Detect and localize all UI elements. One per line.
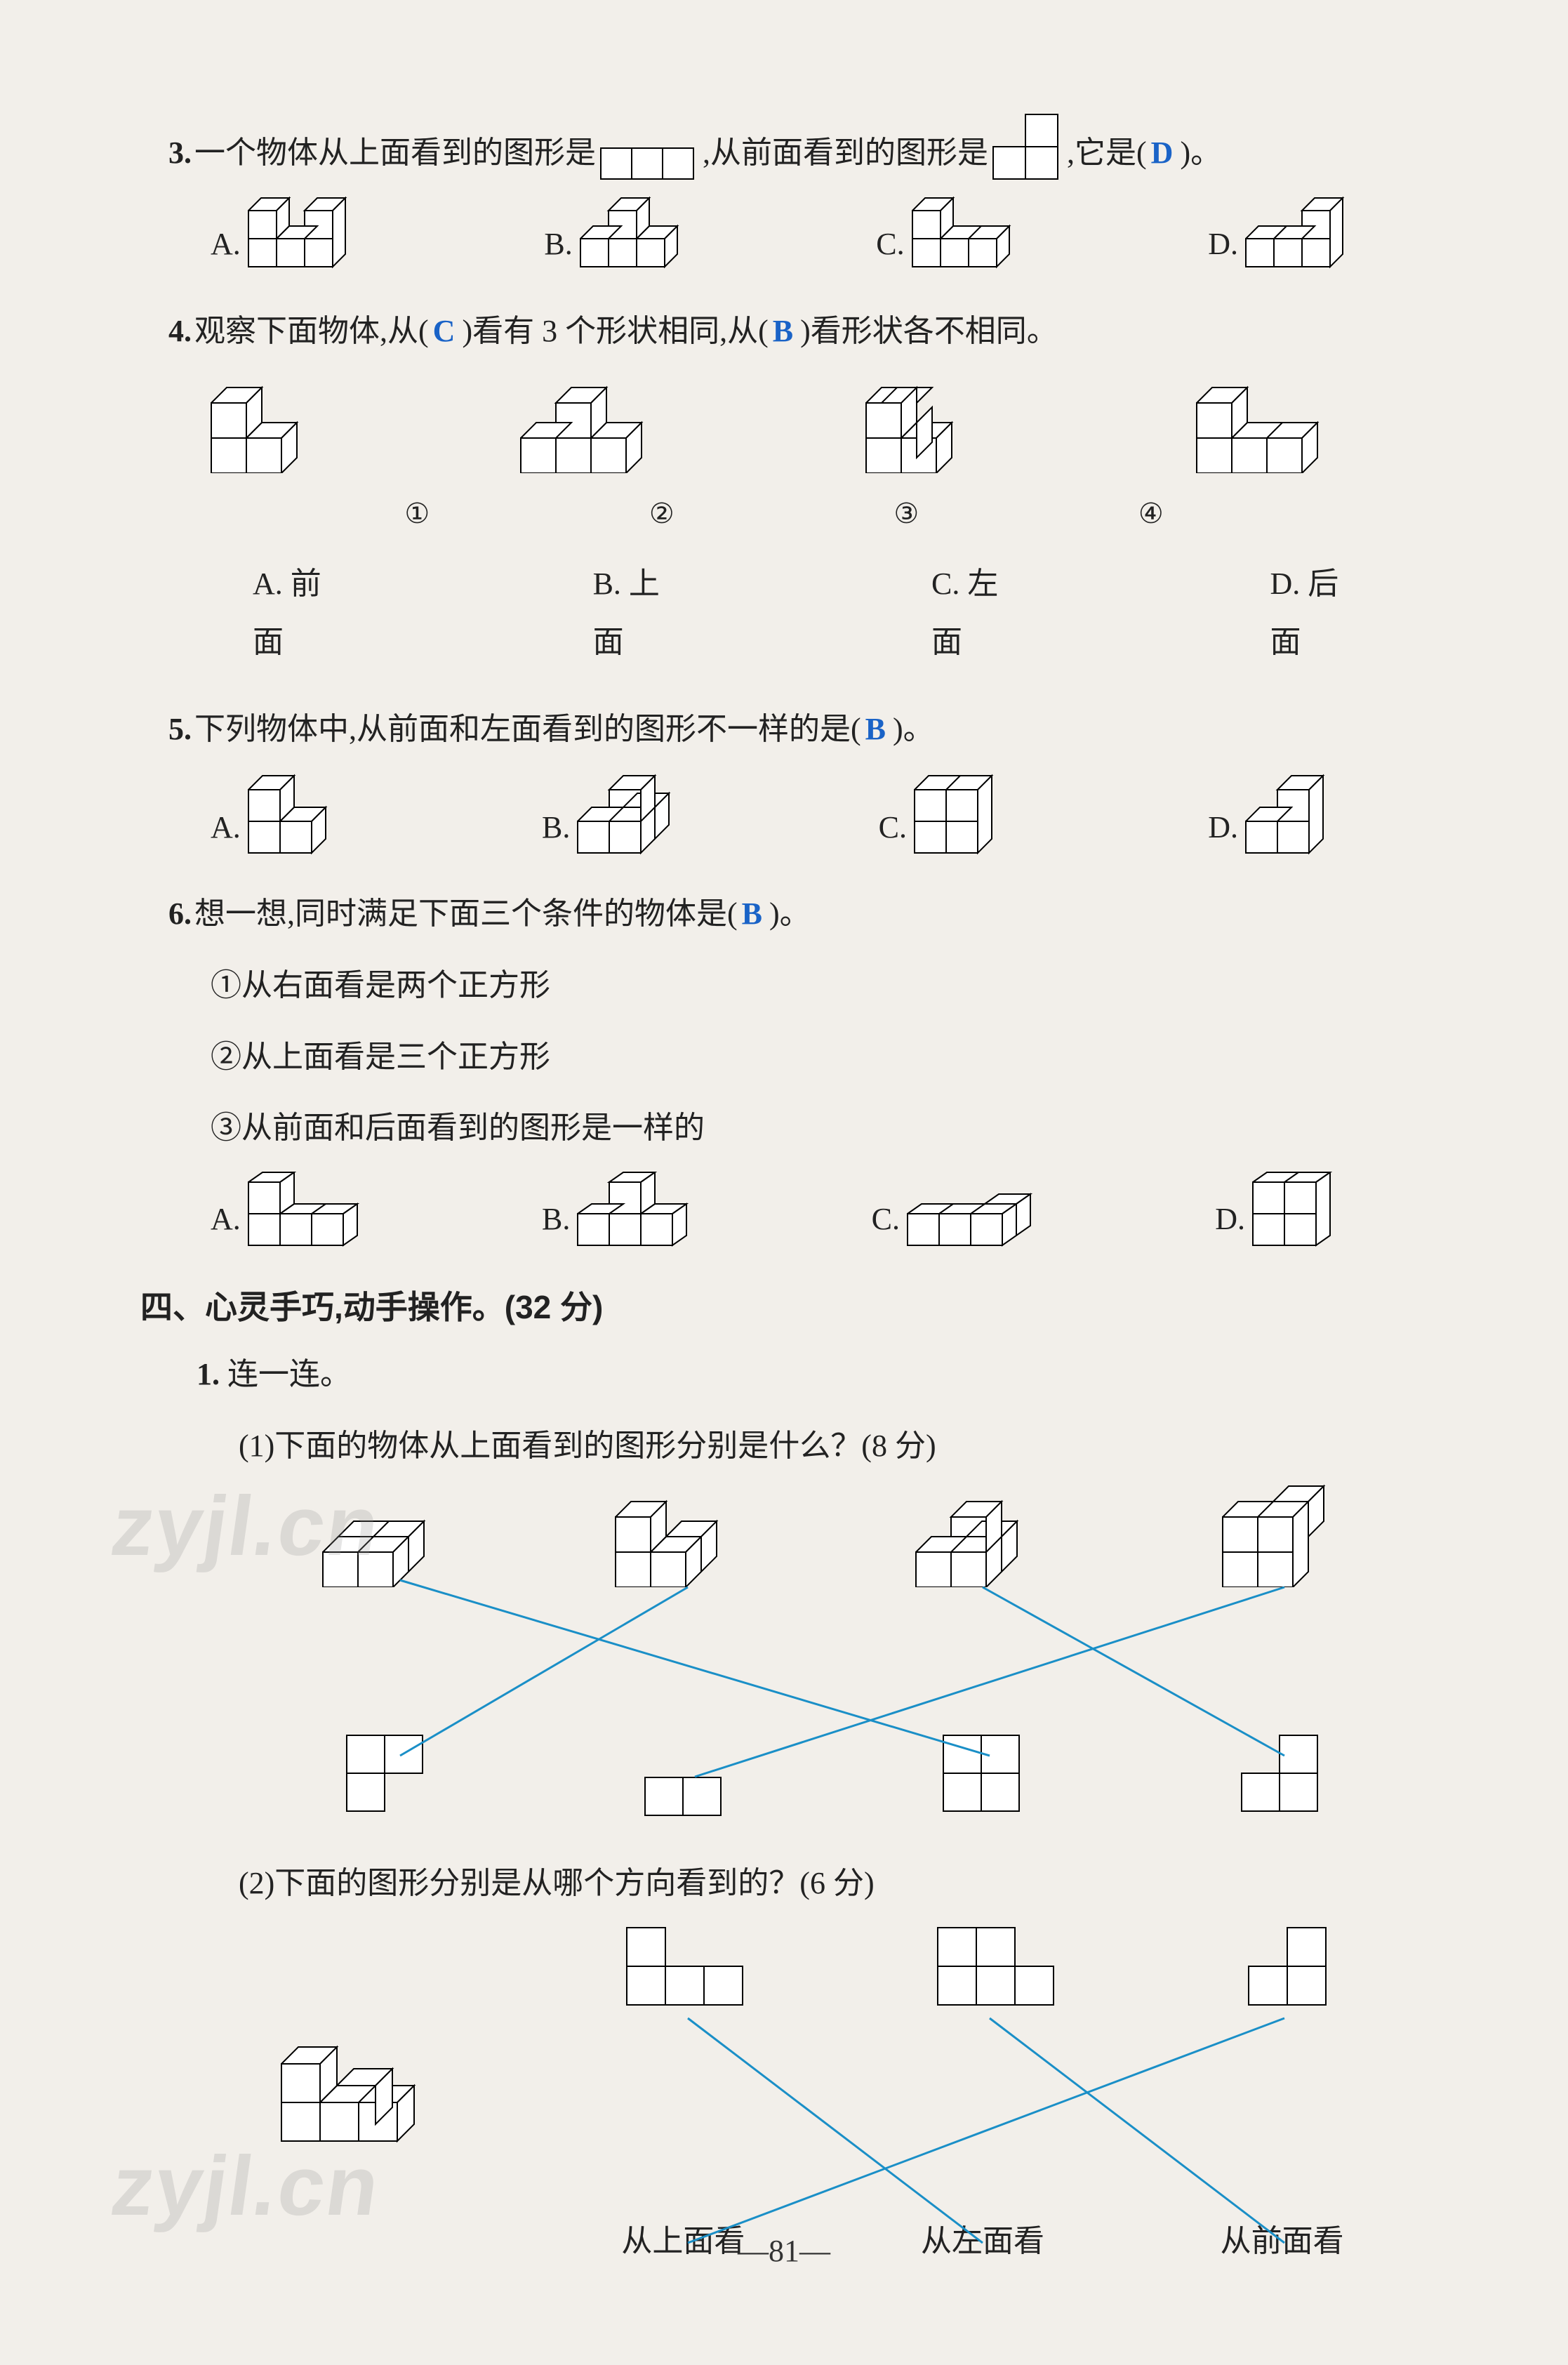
q3-options: A. B.	[211, 197, 1357, 274]
q4-shapes-row	[211, 375, 1357, 473]
q3-text-c: ,它是(	[1067, 124, 1147, 183]
watermark-1: zyjl.cn	[101, 1446, 391, 1606]
q5-text-b: )。	[893, 700, 934, 759]
q6-option-a: A.	[211, 1172, 374, 1249]
q4-answer-1: C	[429, 302, 463, 361]
s4p1-lines	[239, 1475, 1432, 1826]
q3-text-a: 一个物体从上面看到的图形是	[194, 124, 596, 183]
q4-text-b: )看有 3 个形状相同,从(	[462, 302, 768, 361]
q5-answer: B	[861, 700, 893, 759]
q6-text-b: )。	[769, 885, 811, 943]
q4-option-b: B. 上面	[593, 555, 679, 672]
q3-option-b: B.	[544, 197, 691, 274]
q5-option-a: A.	[211, 772, 353, 856]
q4-number: 4.	[168, 302, 192, 361]
worksheet-page: 3. 一个物体从上面看到的图形是 ,从前面看到的图形是 ,它是( D )	[0, 0, 1568, 2365]
q4-option-a: A. 前面	[253, 555, 340, 672]
q5-option-b: B.	[542, 772, 689, 856]
q3-top-view	[600, 147, 698, 183]
question-6: 6. 想一想,同时满足下面三个条件的物体是( B )。 ①从右面看是两个正方形 …	[168, 885, 1400, 1248]
q5-number: 5.	[168, 700, 192, 759]
q6-cond-2: ②从上面看是三个正方形	[211, 1028, 1400, 1087]
s4-p1-match	[239, 1475, 1432, 1826]
q3-option-d-fig	[1245, 197, 1357, 274]
q3-front-view	[992, 112, 1063, 183]
s4-p2-prompt: (2)下面的图形分别是从哪个方向看到的？(6 分)	[239, 1854, 1400, 1913]
q6-text-a: 想一想,同时满足下面三个条件的物体是(	[194, 885, 738, 943]
q6-cond-3: ③从前面和后面看到的图形是一样的	[211, 1099, 1400, 1158]
q6-number: 6.	[168, 885, 192, 943]
s4-q1-number: 1.	[197, 1357, 220, 1391]
section4-q1: 1. 连一连。 (1)下面的物体从上面看到的图形分别是什么？(8 分)	[197, 1345, 1400, 2292]
q3-option-d: D.	[1208, 197, 1357, 274]
q6-option-d: D.	[1215, 1172, 1357, 1249]
section-4-title: 四、心灵手巧,动手操作。(32 分)	[140, 1277, 1400, 1338]
q5-options: A. B.	[211, 772, 1357, 856]
q3-number: 3.	[168, 124, 192, 183]
q3-option-a-fig	[248, 197, 360, 274]
q4-option-c: C. 左面	[931, 555, 1017, 672]
s4-p1-prompt: (1)下面的物体从上面看到的图形分别是什么？(8 分)	[239, 1417, 1400, 1476]
q4-shape-4	[1196, 375, 1357, 473]
q4-shape-1	[211, 375, 330, 473]
q4-text-a: 观察下面物体,从(	[194, 302, 429, 361]
question-3: 3. 一个物体从上面看到的图形是 ,从前面看到的图形是 ,它是( D )	[168, 112, 1400, 274]
q6-options: A. B.	[211, 1172, 1357, 1249]
q4-option-d: D. 后面	[1270, 555, 1357, 672]
q5-option-c: C.	[879, 772, 1019, 856]
q3-option-c: C.	[876, 197, 1023, 274]
q3-option-b-fig	[580, 197, 692, 274]
q3-text-d: )。	[1180, 124, 1221, 183]
q5-text-a: 下列物体中,从前面和左面看到的图形不一样的是(	[194, 700, 861, 759]
q6-answer: B	[738, 885, 769, 943]
q3-answer: D	[1147, 124, 1181, 183]
q4-text-c: )看形状各不相同。	[800, 302, 1058, 361]
q4-shape-2	[520, 375, 675, 473]
question-4: 4. 观察下面物体,从( C )看有 3 个形状相同,从( B )看形状各不相同…	[168, 302, 1400, 672]
q4-shape-3	[865, 375, 1006, 473]
s4-q1-title: 连一连。	[227, 1357, 351, 1391]
q4-circled-labels: ① ② ③ ④	[295, 487, 1273, 541]
question-5: 5. 下列物体中,从前面和左面看到的图形不一样的是( B )。 A. B.	[168, 700, 1400, 857]
q4-text-options: A. 前面 B. 上面 C. 左面 D. 后面	[253, 555, 1357, 672]
q3-option-a: A.	[211, 197, 360, 274]
q4-answer-2: B	[769, 302, 800, 361]
q3-text-b: ,从前面看到的图形是	[703, 124, 988, 183]
q6-cond-1: ①从右面看是两个正方形	[211, 956, 1400, 1015]
q6-option-c: C.	[872, 1172, 1047, 1249]
q5-option-d: D.	[1208, 772, 1357, 856]
q6-option-b: B.	[542, 1172, 703, 1249]
q3-option-c-fig	[912, 197, 1024, 274]
page-number: —81—	[0, 2222, 1568, 2281]
